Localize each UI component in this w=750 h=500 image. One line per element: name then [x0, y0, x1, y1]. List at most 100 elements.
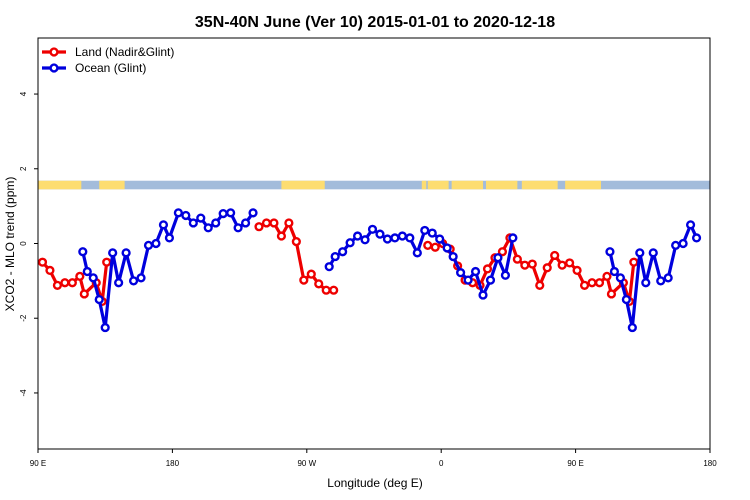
data-point — [314, 279, 324, 289]
data-point — [114, 278, 124, 288]
land-band-segment — [99, 180, 125, 190]
land-band-segment — [486, 180, 518, 190]
y-tick-label: -2 — [19, 314, 28, 322]
data-point — [330, 251, 340, 262]
data-point — [587, 278, 597, 288]
chart-title: 35N-40N June (Ver 10) 2015-01-01 to 2020… — [195, 14, 555, 31]
data-point — [60, 278, 70, 288]
land-band-segment — [38, 180, 82, 190]
data-point — [627, 322, 637, 333]
data-point — [338, 247, 348, 257]
data-point — [527, 259, 537, 269]
data-point — [427, 228, 437, 238]
y-axis-ticks: 4 2 0 -2 -4 — [19, 91, 38, 397]
data-point — [470, 266, 481, 277]
data-point — [621, 294, 631, 305]
data-point — [261, 218, 272, 228]
data-point — [321, 285, 331, 295]
data-point — [164, 233, 175, 243]
series-line — [258, 221, 334, 292]
data-point — [88, 273, 98, 283]
data-point — [82, 266, 92, 277]
x-tick-label: 90 W — [297, 459, 316, 468]
ocean-band — [38, 180, 710, 190]
data-point — [602, 271, 612, 281]
data-point — [329, 285, 339, 295]
data-point — [635, 248, 645, 258]
x-axis-label: Longitude (deg E) — [327, 476, 422, 490]
series-line — [81, 211, 255, 330]
data-point — [211, 218, 221, 228]
data-point — [78, 247, 88, 257]
data-point — [108, 248, 118, 258]
data-point — [565, 258, 575, 268]
land-band-segment — [281, 180, 325, 190]
y-axis-label: XCO2 - MLO trend (ppm) — [3, 177, 17, 312]
data-point — [45, 265, 55, 276]
data-point — [448, 251, 458, 262]
series-line — [41, 261, 109, 303]
data-point — [423, 240, 433, 250]
data-point — [606, 289, 617, 299]
series-ocean — [78, 208, 702, 333]
data-point — [37, 257, 48, 267]
x-tick-label: 0 — [439, 459, 444, 468]
data-point — [691, 233, 702, 243]
legend: Land (Nadir&Glint) Ocean (Glint) — [42, 45, 174, 75]
data-point — [276, 231, 287, 241]
data-point — [512, 254, 522, 264]
data-point — [497, 247, 508, 257]
data-point — [579, 280, 590, 290]
land-band-segment — [427, 180, 449, 190]
data-point — [420, 225, 430, 236]
legend-marker — [49, 63, 59, 73]
data-point — [463, 275, 473, 285]
data-point — [382, 234, 393, 244]
data-point — [94, 294, 104, 305]
data-point — [67, 278, 77, 288]
plot-frame — [37, 37, 711, 450]
data-point — [75, 271, 85, 281]
data-point — [550, 250, 560, 261]
data-point — [397, 231, 407, 241]
data-point — [196, 213, 206, 223]
data-point — [405, 233, 415, 243]
data-point — [663, 273, 673, 283]
data-point — [485, 275, 496, 285]
data-point — [218, 209, 228, 219]
data-point — [52, 280, 63, 290]
data-point — [352, 231, 363, 241]
legend-label: Ocean (Glint) — [75, 61, 146, 75]
legend-label: Land (Nadir&Glint) — [75, 45, 174, 59]
land-band-segment — [565, 180, 601, 190]
data-point — [100, 322, 110, 333]
data-point — [442, 243, 452, 253]
data-point — [136, 273, 146, 283]
data-point — [629, 257, 639, 267]
land-band-segment — [421, 180, 427, 190]
data-point — [605, 247, 615, 257]
data-point — [181, 210, 191, 221]
x-tick-label: 180 — [703, 459, 717, 468]
data-point — [430, 242, 440, 252]
legend-marker — [49, 47, 59, 57]
y-tick-label: 4 — [19, 91, 28, 96]
data-point — [609, 266, 620, 277]
y-tick-label: -4 — [19, 389, 28, 397]
data-point — [128, 276, 139, 286]
data-point — [542, 263, 552, 273]
data-point — [671, 240, 681, 250]
data-point — [535, 280, 545, 290]
data-point — [493, 253, 503, 263]
data-point — [641, 278, 651, 288]
land-band-segment — [521, 180, 558, 190]
land-mask-band — [38, 180, 710, 190]
data-point — [390, 233, 400, 243]
data-point — [375, 229, 385, 239]
data-point — [678, 238, 688, 249]
data-point — [456, 268, 466, 278]
x-tick-label: 90 E — [567, 459, 583, 468]
data-point — [572, 265, 582, 276]
data-point — [291, 237, 301, 247]
